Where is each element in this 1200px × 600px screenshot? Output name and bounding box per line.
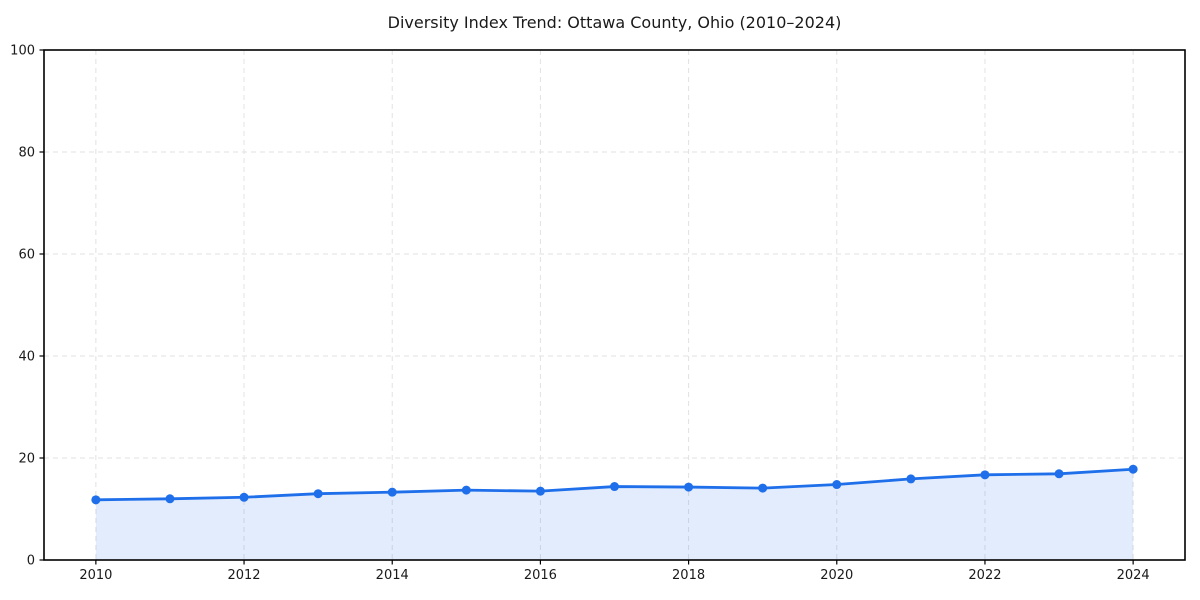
data-point (387, 487, 397, 497)
data-point (239, 492, 249, 502)
x-axis-tick-label: 2012 (227, 568, 260, 583)
plot-border (43, 49, 1186, 561)
data-point (313, 489, 323, 499)
y-axis-tick-label: 100 (10, 44, 35, 59)
data-point (91, 495, 101, 505)
x-axis-tick-label: 2020 (820, 568, 853, 583)
x-axis-tick-label: 2014 (376, 568, 409, 583)
y-axis-tick-label: 20 (18, 452, 35, 467)
x-axis-tick-label: 2018 (672, 568, 705, 583)
x-axis-tick-label: 2024 (1117, 568, 1150, 583)
data-point (535, 486, 545, 496)
data-point (610, 482, 619, 492)
y-axis-tick-label: 80 (18, 146, 35, 161)
y-axis-tick-label: 0 (27, 554, 35, 569)
chart-title: Diversity Index Trend: Ottawa County, Oh… (387, 13, 842, 32)
x-axis-tick-label: 2016 (524, 568, 557, 583)
y-axis-tick-label: 40 (18, 350, 35, 365)
data-point (1054, 469, 1064, 479)
data-point (1128, 464, 1138, 474)
data-point (165, 494, 175, 504)
x-axis-tick-label: 2010 (79, 568, 112, 583)
data-point (684, 482, 694, 492)
data-point (980, 470, 990, 480)
data-point (906, 474, 916, 484)
x-axis-tick-label: 2022 (968, 568, 1001, 583)
area-fill (95, 469, 1134, 560)
y-axis-tick-label: 60 (18, 248, 35, 263)
data-point (758, 483, 768, 493)
data-point (832, 480, 842, 490)
data-point (461, 485, 471, 495)
